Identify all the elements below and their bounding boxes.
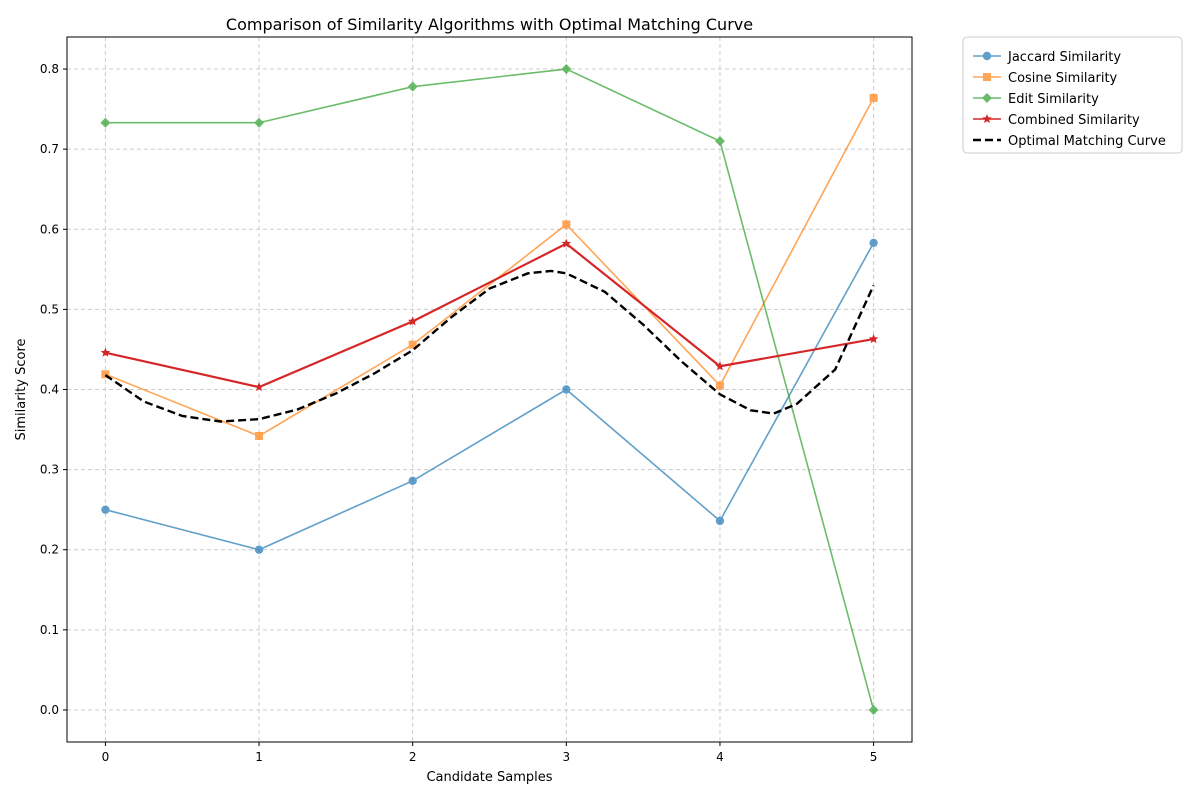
y-tick-label: 0.5	[40, 302, 59, 316]
y-tick-label: 0.2	[40, 543, 59, 557]
legend-swatch-marker	[982, 93, 992, 103]
x-tick-label: 4	[716, 750, 724, 764]
cosine-similarity-point	[715, 381, 724, 390]
legend-entry	[973, 73, 1001, 81]
combined-similarity-point	[715, 361, 725, 371]
y-tick-label: 0.1	[40, 623, 59, 637]
edit-similarity-point	[100, 117, 111, 128]
jaccard-similarity-series	[101, 238, 878, 554]
cosine-similarity-point	[869, 93, 878, 102]
y-tick-label: 0.4	[40, 383, 59, 397]
y-tick-label: 0.8	[40, 62, 59, 76]
optimal-matching-curve	[104, 269, 875, 423]
y-tick-label: 0.3	[40, 463, 59, 477]
combined-similarity-point	[254, 382, 264, 392]
legend-swatch-marker	[983, 73, 991, 81]
jaccard-similarity-point	[562, 385, 571, 394]
chart-title: Comparison of Similarity Algorithms with…	[226, 15, 753, 34]
x-tick-label: 2	[409, 750, 417, 764]
y-tick-label: 0.0	[40, 703, 59, 717]
x-tick-label: 5	[870, 750, 878, 764]
edit-similarity-point	[254, 117, 265, 128]
jaccard-similarity-point	[869, 238, 878, 248]
legend-box	[962, 36, 1183, 154]
jaccard-similarity-point	[101, 505, 110, 514]
cosine-similarity-point	[255, 431, 264, 440]
edit-similarity-series	[100, 64, 879, 715]
combined-similarity-point	[868, 334, 879, 344]
y-axis-label: Similarity Score	[14, 338, 29, 440]
legend-swatch-marker	[982, 114, 992, 124]
cosine-similarity-point	[408, 340, 417, 349]
x-tick-label: 3	[562, 750, 570, 764]
legend-label: Combined Similarity	[1008, 113, 1140, 128]
legend-label: Cosine Similarity	[1008, 71, 1118, 86]
cosine-similarity-line	[105, 97, 875, 437]
legend-entry	[973, 114, 1001, 124]
edit-similarity-point	[714, 136, 725, 147]
y-tick-label: 0.7	[40, 142, 59, 156]
y-tick-label: 0.6	[40, 222, 59, 236]
edit-similarity-point	[561, 64, 572, 75]
combined-similarity-point	[407, 316, 418, 326]
combined-similarity-point	[561, 238, 572, 248]
cosine-similarity-point	[101, 370, 110, 379]
edit-similarity-line	[105, 68, 875, 711]
jaccard-similarity-line	[105, 242, 875, 551]
jaccard-similarity-point	[715, 516, 725, 526]
legend-swatch-marker	[982, 51, 992, 61]
x-axis-label: Candidate Samples	[426, 770, 552, 785]
legend-label: Jaccard Similarity	[1007, 50, 1121, 65]
legend-label: Edit Similarity	[1008, 92, 1099, 107]
combined-similarity-line	[105, 242, 874, 389]
legend-entry	[973, 93, 1001, 103]
plot-frame	[66, 36, 913, 743]
combined-similarity-point	[100, 347, 111, 357]
plot-area: 0 1 2 3 4 5 0.0 0.1 0.2 0.3 0.4 0.5 0.6 0.7 0.8	[40, 36, 913, 764]
cosine-similarity-point	[562, 220, 571, 229]
x-tick-label: 1	[255, 750, 263, 764]
legend-entry	[973, 51, 1001, 61]
edit-similarity-point	[868, 704, 879, 715]
combined-similarity-series	[100, 238, 879, 392]
legend-label: Optimal Matching Curve	[1008, 134, 1166, 149]
jaccard-similarity-point	[254, 545, 264, 554]
edit-similarity-point	[407, 81, 418, 92]
legend: Jaccard Similarity Cosine Similarity Edit …	[962, 36, 1183, 154]
x-tick-label: 0	[102, 750, 110, 764]
jaccard-similarity-point	[408, 476, 417, 486]
cosine-similarity-series	[101, 93, 878, 440]
